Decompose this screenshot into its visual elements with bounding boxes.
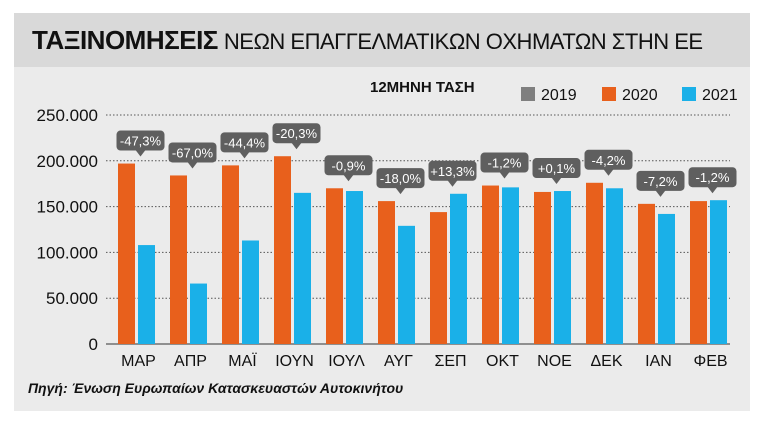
callout-pointer — [291, 142, 302, 150]
change-callout — [584, 149, 633, 170]
bar-2020 — [690, 201, 707, 344]
bar-2020 — [326, 188, 343, 344]
y-tick-label: 150.000 — [37, 198, 98, 217]
change-label: -1,2% — [696, 170, 730, 185]
chart-subtitle: 12ΜΗΝΗ ΤΑΣΗ — [370, 79, 475, 96]
bar-2020 — [482, 185, 499, 344]
change-callout — [272, 123, 321, 144]
legend-swatch — [602, 87, 616, 101]
change-label: -67,0% — [172, 145, 214, 160]
x-tick-label: ΙΑΝ — [645, 353, 672, 370]
bar-2020 — [586, 182, 603, 344]
y-tick-label: 0 — [89, 335, 98, 354]
change-label: -18,0% — [380, 171, 422, 186]
change-callout — [324, 155, 373, 176]
change-callout — [636, 170, 685, 191]
x-tick-label: ΑΠΡ — [174, 353, 207, 370]
bar-2021 — [138, 245, 155, 344]
change-callout — [688, 167, 737, 188]
x-tick-label: ΜΑΡ — [121, 353, 156, 370]
x-tick-label: ΦΕΒ — [693, 353, 727, 370]
bar-2020 — [118, 163, 135, 344]
bar-2021 — [502, 187, 519, 344]
bar-2020 — [222, 165, 239, 344]
x-tick-label: ΣΕΠ — [434, 353, 466, 370]
title-main: ΤΑΞΙΝΟΜΗΣΕΙΣ — [32, 24, 218, 55]
bar-2020 — [378, 201, 395, 344]
callout-pointer — [343, 174, 354, 182]
callout-pointer — [447, 180, 458, 187]
callout-pointer — [603, 169, 614, 176]
change-label: -1,2% — [488, 156, 522, 171]
legend-label: 2021 — [702, 87, 738, 104]
change-callout — [168, 142, 217, 163]
x-tick-label: ΑΥΓ — [384, 353, 413, 370]
bar-2021 — [346, 191, 363, 344]
change-callout — [116, 130, 165, 151]
change-callout — [428, 160, 477, 181]
callout-pointer — [135, 150, 146, 157]
y-tick-label: 250.000 — [37, 106, 98, 125]
x-tick-label: ΔΕΚ — [590, 353, 622, 370]
y-tick-label: 50.000 — [46, 289, 98, 308]
callout-pointer — [499, 172, 510, 179]
bar-2021 — [554, 191, 571, 344]
change-label: -20,3% — [276, 126, 318, 141]
change-callout — [220, 132, 269, 153]
callout-pointer — [395, 187, 406, 195]
change-label: -4,2% — [592, 153, 626, 168]
callout-pointer — [239, 151, 250, 159]
callout-pointer — [551, 177, 562, 185]
bar-2021 — [450, 193, 467, 344]
title-rest: ΝΕΩΝ ΕΠΑΓΓΕΛΜΑΤΙΚΩΝ ΟΧΗΜΑΤΩΝ ΣΤΗΝ ΕΕ — [223, 28, 703, 54]
y-tick-label: 200.000 — [37, 152, 98, 171]
bar-2020 — [170, 175, 187, 344]
bar-2021 — [294, 192, 311, 344]
change-callout — [376, 168, 425, 189]
change-callout — [532, 158, 581, 179]
legend-label: 2019 — [541, 87, 577, 104]
bar-2020 — [430, 212, 447, 344]
bar-2020 — [534, 191, 551, 344]
callout-pointer — [187, 161, 198, 169]
source-note: Πηγή: Ένωση Ευρωπαίων Κατασκευαστών Αυτο… — [28, 380, 404, 396]
y-tick-label: 100.000 — [37, 243, 98, 262]
x-tick-label: ΟΚΤ — [486, 353, 519, 370]
title-bar: ΤΑΞΙΝΟΜΗΣΕΙΣ ΝΕΩΝ ΕΠΑΓΓΕΛΜΑΤΙΚΩΝ ΟΧΗΜΑΤΩΝ… — [14, 13, 750, 67]
change-label: -0,9% — [332, 158, 366, 173]
bar-2020 — [638, 203, 655, 344]
change-label: +13,3% — [430, 164, 475, 179]
change-label: -44,4% — [224, 135, 266, 150]
x-tick-label: ΜΑΪ — [228, 352, 257, 370]
change-label: -47,3% — [120, 134, 162, 149]
bar-2021 — [398, 225, 415, 344]
bar-2020 — [274, 156, 291, 344]
x-tick-label: ΝΟΕ — [537, 353, 572, 370]
change-label: +0,1% — [538, 161, 576, 176]
callout-pointer — [707, 186, 718, 194]
change-callout — [480, 152, 529, 173]
callout-pointer — [655, 190, 666, 197]
legend-label: 2020 — [622, 87, 658, 104]
x-tick-label: ΙΟΥΝ — [275, 353, 314, 370]
change-label: -7,2% — [644, 174, 678, 189]
bar-2021 — [658, 213, 675, 344]
bar-2021 — [606, 188, 623, 344]
x-tick-label: ΙΟΥΛ — [328, 353, 365, 370]
bar-2021 — [190, 283, 207, 344]
legend-swatch — [521, 87, 535, 101]
bar-2021 — [710, 200, 727, 344]
legend-swatch — [682, 87, 696, 101]
bar-2021 — [242, 240, 259, 344]
chart-title: ΤΑΞΙΝΟΜΗΣΕΙΣ ΝΕΩΝ ΕΠΑΓΓΕΛΜΑΤΙΚΩΝ ΟΧΗΜΑΤΩΝ… — [32, 25, 703, 56]
